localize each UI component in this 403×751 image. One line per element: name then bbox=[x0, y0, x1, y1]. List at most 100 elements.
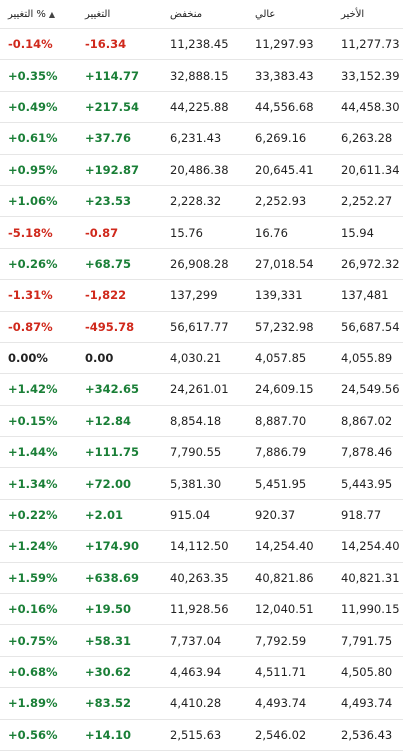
low-cell: 56,617.77 bbox=[170, 319, 229, 334]
low-cell: 915.04 bbox=[170, 508, 211, 523]
table-row[interactable]: +0.15% +12.84 8,854.18 8,887.70 8,867.02 bbox=[0, 406, 403, 438]
low-cell: 4,463.94 bbox=[170, 665, 222, 679]
change-cell: +72.00 bbox=[85, 476, 132, 491]
high-cell: 6,269.16 bbox=[255, 131, 307, 146]
change-cell: +83.52 bbox=[85, 696, 132, 711]
high-cell: 11,297.93 bbox=[255, 37, 314, 52]
high-cell: 4,493.74 bbox=[255, 696, 307, 711]
last-cell: 2,252.27 bbox=[341, 194, 393, 209]
change-cell: +19.50 bbox=[85, 602, 132, 617]
change-cell: +68.75 bbox=[85, 256, 132, 271]
table-row[interactable]: -0.87% -495.78 56,617.77 57,232.98 56,687.54 bbox=[0, 312, 403, 343]
high-cell: 4,511.71 bbox=[255, 665, 307, 679]
change-pct-cell: +0.49% bbox=[8, 99, 58, 114]
change-pct-cell: +1.06% bbox=[8, 194, 58, 209]
low-cell: 8,854.18 bbox=[170, 413, 222, 428]
sort-arrows-icon[interactable]: ▲ bbox=[48, 9, 56, 19]
last-cell: 2,536.43 bbox=[341, 727, 393, 742]
low-cell: 7,737.04 bbox=[170, 633, 222, 648]
low-cell: 15.76 bbox=[170, 225, 203, 240]
last-cell: 7,878.46 bbox=[341, 445, 393, 460]
high-cell: 7,792.59 bbox=[255, 633, 307, 648]
change-pct-cell: +0.56% bbox=[8, 727, 58, 742]
change-pct-cell: 0.00% bbox=[8, 351, 48, 366]
table-row[interactable]: +1.06% +23.53 2,228.32 2,252.93 2,252.27 bbox=[0, 186, 403, 218]
header-high[interactable]: عالي bbox=[255, 8, 276, 20]
last-cell: 8,867.02 bbox=[341, 413, 393, 428]
change-cell: -1,822 bbox=[85, 288, 127, 303]
table-row[interactable]: +0.22% +2.01 915.04 920.37 918.77 bbox=[0, 500, 403, 532]
change-cell: +174.90 bbox=[85, 539, 140, 554]
high-cell: 33,383.43 bbox=[255, 68, 314, 83]
change-cell: -495.78 bbox=[85, 319, 135, 334]
change-pct-cell: -1.31% bbox=[8, 288, 53, 303]
last-cell: 20,611.34 bbox=[341, 162, 400, 177]
table-row[interactable]: +1.34% +72.00 5,381.30 5,451.95 5,443.95 bbox=[0, 468, 403, 500]
table-header: التغيير % ▲ التغيير منخفض عالي الأخير bbox=[0, 0, 403, 29]
header-last[interactable]: الأخير bbox=[341, 8, 365, 20]
change-cell: 0.00 bbox=[85, 351, 114, 366]
header-change[interactable]: التغيير bbox=[85, 8, 111, 20]
low-cell: 44,225.88 bbox=[170, 99, 229, 114]
change-pct-cell: -0.14% bbox=[8, 37, 53, 52]
table-row[interactable]: +0.95% +192.87 20,486.38 20,645.41 20,611.34 bbox=[0, 155, 403, 186]
last-cell: 14,254.40 bbox=[341, 539, 400, 554]
change-pct-cell: -5.18% bbox=[8, 225, 53, 240]
change-cell: +23.53 bbox=[85, 194, 132, 209]
table-row[interactable]: +0.68% +30.62 4,463.94 4,511.71 4,505.80 bbox=[0, 657, 403, 689]
table-row[interactable]: +0.35% +114.77 32,888.15 33,383.43 33,152.39 bbox=[0, 60, 403, 92]
change-cell: -16.34 bbox=[85, 37, 127, 52]
last-cell: 40,821.31 bbox=[341, 570, 400, 585]
table-row[interactable]: -0.14% -16.34 11,238.45 11,297.93 11,277.73 bbox=[0, 29, 403, 61]
change-cell: +111.75 bbox=[85, 445, 140, 460]
low-cell: 11,928.56 bbox=[170, 602, 229, 617]
last-cell: 4,493.74 bbox=[341, 696, 393, 711]
high-cell: 2,252.93 bbox=[255, 194, 307, 209]
change-cell: +14.10 bbox=[85, 727, 132, 742]
high-cell: 24,609.15 bbox=[255, 382, 314, 397]
high-cell: 40,821.86 bbox=[255, 570, 314, 585]
low-cell: 14,112.50 bbox=[170, 539, 229, 554]
high-cell: 14,254.40 bbox=[255, 539, 314, 554]
table-row[interactable]: +0.16% +19.50 11,928.56 12,040.51 11,990.15 bbox=[0, 594, 403, 626]
last-cell: 4,505.80 bbox=[341, 665, 393, 679]
table-row[interactable]: +1.24% +174.90 14,112.50 14,254.40 14,254.40 bbox=[0, 531, 403, 563]
table-row[interactable]: +1.89% +83.52 4,410.28 4,493.74 4,493.74 bbox=[0, 688, 403, 720]
table-row[interactable]: +0.61% +37.76 6,231.43 6,269.16 6,263.28 bbox=[0, 123, 403, 155]
last-cell: 918.77 bbox=[341, 508, 382, 523]
high-cell: 2,546.02 bbox=[255, 727, 307, 742]
low-cell: 5,381.30 bbox=[170, 476, 222, 491]
table-row[interactable]: +1.44% +111.75 7,790.55 7,886.79 7,878.46 bbox=[0, 437, 403, 469]
last-cell: 24,549.56 bbox=[341, 382, 400, 397]
header-change-pct[interactable]: التغيير % ▲ bbox=[8, 0, 55, 28]
change-pct-cell: +0.68% bbox=[8, 665, 58, 679]
change-cell: +217.54 bbox=[85, 99, 140, 114]
last-cell: 11,990.15 bbox=[341, 602, 400, 617]
header-low[interactable]: منخفض bbox=[170, 8, 203, 20]
change-pct-cell: +1.59% bbox=[8, 570, 58, 585]
high-cell: 4,057.85 bbox=[255, 351, 307, 366]
change-pct-cell: +1.89% bbox=[8, 696, 58, 711]
low-cell: 2,228.32 bbox=[170, 194, 222, 209]
last-cell: 137,481 bbox=[341, 288, 389, 303]
high-cell: 5,451.95 bbox=[255, 476, 307, 491]
high-cell: 16.76 bbox=[255, 225, 288, 240]
table-row[interactable]: -5.18% -0.87 15.76 16.76 15.94 bbox=[0, 217, 403, 249]
table-row[interactable]: -1.31% -1,822 137,299 139,331 137,481 bbox=[0, 280, 403, 312]
low-cell: 4,030.21 bbox=[170, 351, 222, 366]
last-cell: 6,263.28 bbox=[341, 131, 393, 146]
table-row[interactable]: +0.49% +217.54 44,225.88 44,556.68 44,458.30 bbox=[0, 92, 403, 124]
table-row[interactable]: +1.59% +638.69 40,263.35 40,821.86 40,821.31 bbox=[0, 563, 403, 595]
table-row[interactable]: +0.26% +68.75 26,908.28 27,018.54 26,972.32 bbox=[0, 249, 403, 281]
table-row[interactable]: +0.75% +58.31 7,737.04 7,792.59 7,791.75 bbox=[0, 625, 403, 657]
low-cell: 26,908.28 bbox=[170, 256, 229, 271]
high-cell: 27,018.54 bbox=[255, 256, 314, 271]
table-row[interactable]: +1.42% +342.65 24,261.01 24,609.15 24,549.56 bbox=[0, 374, 403, 406]
table-row[interactable]: 0.00% 0.00 4,030.21 4,057.85 4,055.89 bbox=[0, 343, 403, 375]
change-pct-cell: +0.35% bbox=[8, 68, 58, 83]
table-row[interactable]: +0.56% +14.10 2,515.63 2,546.02 2,536.43 bbox=[0, 720, 403, 751]
change-pct-cell: -0.87% bbox=[8, 319, 53, 334]
change-pct-cell: +0.15% bbox=[8, 413, 58, 428]
high-cell: 57,232.98 bbox=[255, 319, 314, 334]
header-change-pct-label: التغيير % bbox=[8, 8, 46, 20]
